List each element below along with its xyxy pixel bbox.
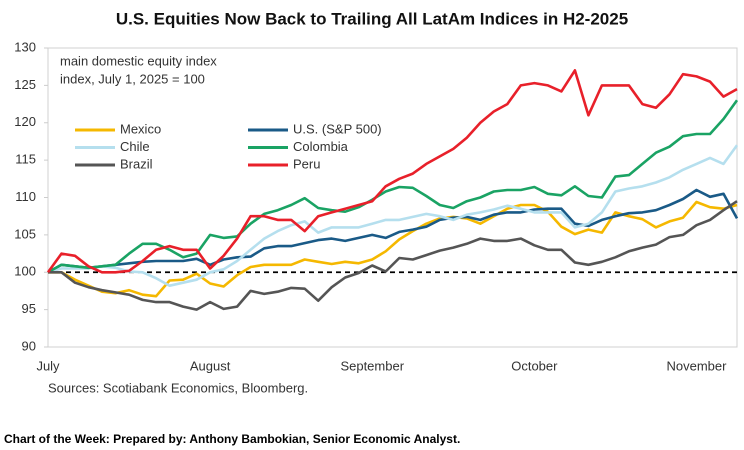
- legend-label: U.S. (S&P 500): [293, 121, 382, 136]
- y-tick-label: 115: [15, 152, 36, 167]
- footer: Chart of the Week: Prepared by: Anthony …: [4, 432, 460, 446]
- annotation: index, July 1, 2025 = 100: [60, 71, 205, 86]
- y-tick-label: 95: [22, 301, 36, 316]
- x-tick-label: October: [511, 358, 558, 373]
- series-line: [46, 69, 738, 274]
- legend-label: Colombia: [293, 139, 349, 154]
- series-line: [47, 144, 739, 287]
- y-tick-label: 105: [14, 226, 36, 241]
- x-tick-label: November: [666, 358, 727, 373]
- y-tick-label: 110: [15, 189, 36, 204]
- series-line: [48, 200, 738, 311]
- series-line: [47, 188, 739, 274]
- y-tick-label: 120: [14, 114, 36, 129]
- source: Sources: Scotiabank Economics, Bloomberg…: [48, 380, 308, 395]
- legend-label: Chile: [120, 139, 150, 154]
- legend-label: Brazil: [120, 156, 153, 171]
- legend-label: Peru: [293, 156, 320, 171]
- chart-title: U.S. Equities Now Back to Trailing All L…: [116, 9, 628, 28]
- y-tick-label: 130: [14, 39, 36, 54]
- annotation: main domestic equity index: [60, 53, 217, 68]
- x-tick-label: August: [190, 358, 231, 373]
- y-tick-label: 100: [14, 264, 36, 279]
- x-tick-label: September: [340, 358, 404, 373]
- y-tick-label: 125: [14, 77, 36, 92]
- legend-label: Mexico: [120, 121, 161, 136]
- x-tick-label: July: [36, 358, 60, 373]
- y-tick-label: 90: [22, 338, 36, 353]
